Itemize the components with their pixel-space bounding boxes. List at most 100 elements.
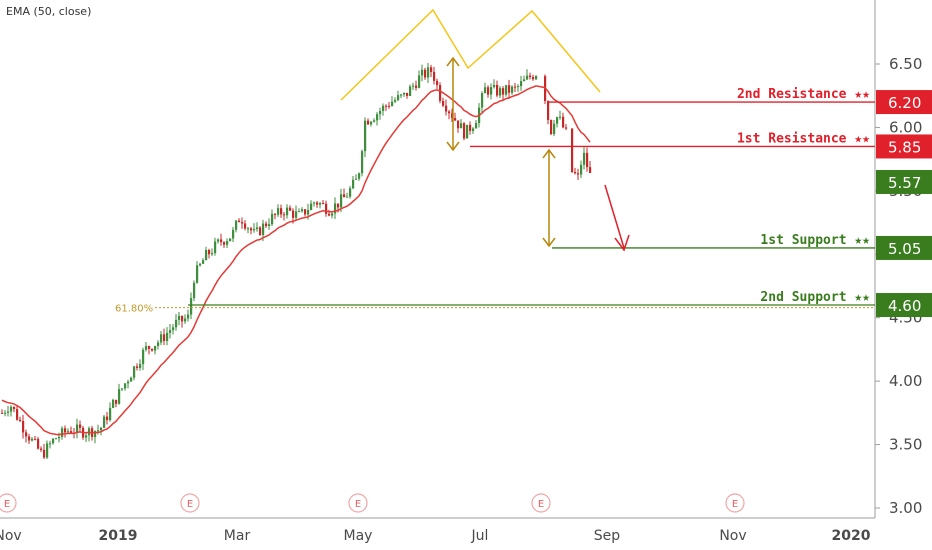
y-tick-label: 4.00 [889,372,922,390]
candle-body [40,448,43,450]
candle-body [145,346,148,350]
candle-body [388,105,391,107]
candle-body [97,430,100,432]
candle-body [511,86,514,93]
y-axis: 3.003.504.004.505.005.506.006.506.205.85… [875,55,932,517]
candle-body [199,263,202,266]
ema-line [1,85,591,436]
candle-body [379,111,382,115]
x-tick-label: 2020 [832,528,871,544]
candle-body [352,179,355,189]
candle-body [439,85,442,101]
candle-body [430,67,433,72]
candle-body [457,120,460,129]
earnings-marker-label: E [187,499,193,510]
candle-body [517,86,520,88]
candle-body [121,388,124,390]
candle-body [208,249,211,255]
candle-body [181,315,184,322]
x-tick-label: May [344,528,373,544]
candle-body [211,253,214,255]
candle-body [580,164,583,175]
candle-body [34,438,37,440]
candle-body [535,76,538,80]
candle-body [313,202,316,204]
candle-body [550,119,553,135]
candle-body [148,346,151,349]
candle-body [523,79,526,82]
candle-body [466,124,469,139]
candle-body [7,411,10,413]
candle-body [55,438,58,440]
candle-body [286,207,289,216]
earnings-marker[interactable] [180,493,200,513]
candle-body [229,238,232,242]
earnings-marker[interactable] [725,493,745,513]
candle-body [64,428,67,433]
candle-body [214,241,217,254]
pattern-height-arrow-head-top [446,56,460,67]
candle-body [307,210,310,215]
candle-body [577,173,580,175]
candle-body [526,75,529,80]
candle-body [433,71,436,81]
candle-body [247,228,250,230]
candle-body [1,412,4,414]
candle-body [496,84,499,96]
ema-50-line [1,85,591,436]
2nd-support-price-badge [876,293,932,318]
candle-body [346,196,349,198]
candle-body [460,123,463,129]
candle-body [142,349,145,365]
candle-body [328,213,331,216]
candle-body [322,203,325,205]
earnings-marker[interactable] [531,493,551,513]
candle-body [532,77,535,80]
candle-body [58,436,61,439]
candle-body [100,427,103,431]
candle-body [583,152,586,165]
candle-body [37,438,40,449]
candle-body [409,86,412,96]
candle-body [70,431,73,433]
candle-body [217,239,220,242]
candle-body [424,69,427,78]
x-axis: Nov 2019 Mar May Jul Sep Nov 2020 [0,528,871,544]
candle-body [373,120,376,122]
candle-body [445,105,448,112]
candle-body [340,194,343,208]
candle-body [559,116,562,118]
candle-body [268,224,271,227]
candle-body [166,332,169,341]
candle-body [157,342,160,346]
candle-body [394,99,397,102]
candle-body [334,203,337,214]
candle-body [187,314,190,319]
2nd-support-label: 2nd Support ★★ [760,290,870,305]
candle-body [16,409,19,420]
candle-body [265,223,268,227]
candle-body [244,223,247,229]
candle-body [400,94,403,96]
candle-body [13,406,16,410]
candle-body [172,327,175,331]
candle-body [586,152,589,168]
candle-body [205,249,208,261]
y-tick-label: 3.00 [889,499,922,517]
candle-body [79,424,82,428]
candle-body [355,178,358,180]
earnings-marker-label: E [4,499,10,510]
earnings-marker[interactable] [348,493,368,513]
candle-body [31,438,34,441]
target-projection-arrow-head-bottom [542,237,556,248]
candle-body [49,443,52,445]
2nd-support-price-badge-text: 4.60 [888,297,921,315]
projection-arrow [604,184,625,249]
candle-body [22,420,25,433]
y-tick-label: 6.00 [889,118,922,136]
candle-body [463,123,466,139]
candle-body [391,101,394,107]
earnings-marker[interactable] [0,493,17,513]
